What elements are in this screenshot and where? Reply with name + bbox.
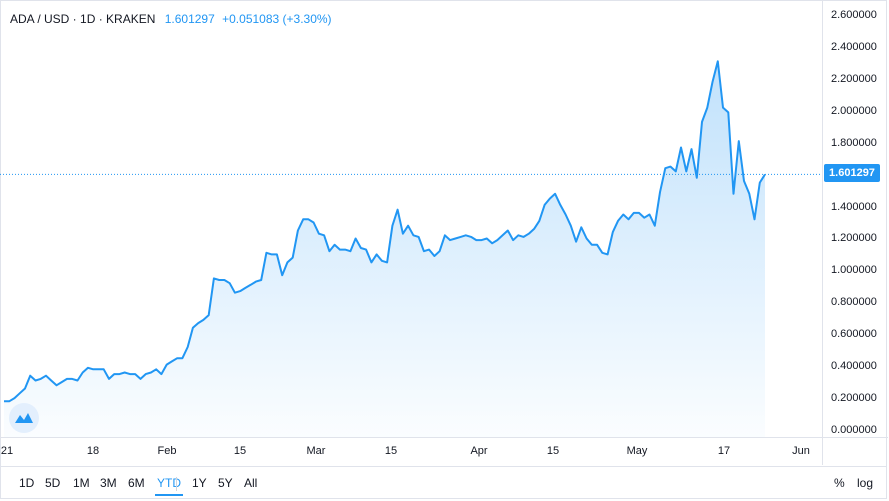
chart-plot-area[interactable] [0, 0, 822, 437]
toolbar-divider [176, 477, 177, 491]
percent-scale-button[interactable]: % [834, 476, 845, 490]
range-button-1y[interactable]: 1Y [192, 476, 207, 490]
x-tick-label: Apr [470, 445, 488, 457]
y-tick-label: 0.200000 [831, 392, 877, 405]
price-area-fill [4, 61, 765, 437]
range-toolbar: 1D 5D 1M 3M 6M YTD 1Y 5Y All % log [0, 466, 887, 499]
range-button-5d[interactable]: 5D [45, 476, 61, 490]
y-tick-label: 1.800000 [831, 136, 877, 149]
y-tick-label: 2.000000 [831, 104, 877, 117]
price-change: +0.051083 (+3.30%) [222, 12, 332, 26]
x-tick-label: 18 [86, 445, 100, 457]
x-tick-label: 15 [546, 445, 560, 457]
y-tick-label: 0.600000 [831, 328, 877, 341]
y-tick-label: 2.200000 [831, 72, 877, 85]
axis-corner [822, 437, 888, 465]
x-tick-label: 21 [0, 445, 14, 457]
x-tick-label: Jun [792, 445, 810, 457]
tradingview-logo-icon[interactable] [9, 403, 39, 433]
y-tick-label: 0.800000 [831, 296, 877, 309]
y-tick-label: 0.400000 [831, 360, 877, 373]
price-area-chart[interactable] [0, 0, 822, 437]
y-tick-label: 1.000000 [831, 264, 877, 277]
range-button-1d[interactable]: 1D [19, 476, 35, 490]
range-button-5y[interactable]: 5Y [218, 476, 233, 490]
range-button-3m[interactable]: 3M [100, 476, 117, 490]
symbol-title: ADA / USD · 1D · KRAKEN [10, 12, 156, 26]
x-tick-label: 17 [717, 445, 731, 457]
x-tick-label: 15 [233, 445, 247, 457]
current-price-label: 1.601297 [824, 164, 880, 182]
x-tick-label: May [626, 445, 648, 457]
y-tick-label: 0.000000 [831, 424, 877, 436]
range-button-1m[interactable]: 1M [73, 476, 90, 490]
y-tick-label: 2.400000 [831, 40, 877, 53]
time-axis[interactable]: 21 18 Feb 15 Mar 15 Apr 15 May 17 Jun [0, 437, 822, 465]
range-button-all[interactable]: All [244, 476, 258, 490]
y-tick-label: 1.200000 [831, 232, 877, 245]
price-line [3, 60, 766, 403]
last-price: 1.601297 [164, 12, 215, 26]
price-axis[interactable]: 2.600000 2.400000 2.200000 2.000000 1.800000… [822, 0, 888, 437]
y-tick-label: 2.600000 [831, 9, 877, 21]
range-button-ytd[interactable]: YTD [155, 476, 183, 496]
x-tick-label: Feb [157, 445, 177, 457]
log-scale-button[interactable]: log [857, 476, 874, 490]
y-tick-label: 1.400000 [831, 200, 877, 213]
x-tick-label: 15 [384, 445, 398, 457]
x-tick-label: Mar [306, 445, 326, 457]
symbol-legend: ADA / USD · 1D · KRAKEN 1.601297 +0.0510… [10, 12, 332, 26]
range-button-6m[interactable]: 6M [128, 476, 145, 490]
